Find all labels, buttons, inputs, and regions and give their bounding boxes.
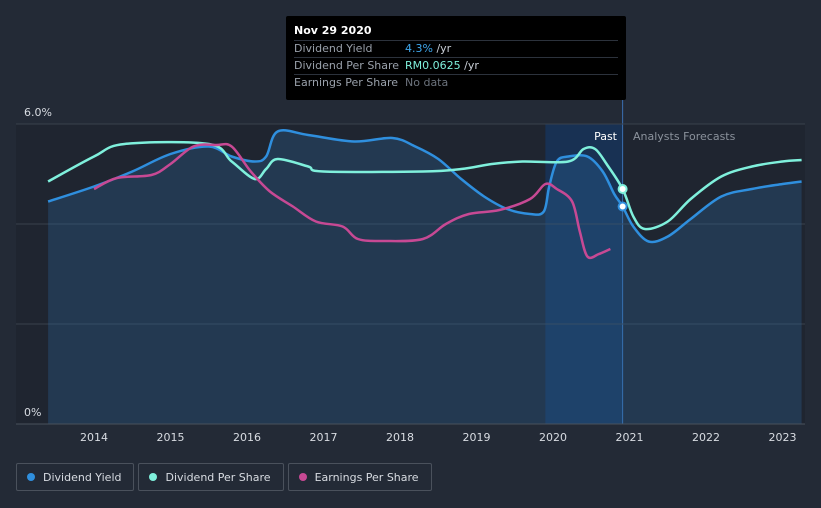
legend-item-dividend-per-share[interactable]: Dividend Per Share: [138, 463, 284, 491]
x-tick-label: 2019: [463, 431, 491, 444]
x-tick-label: 2022: [692, 431, 720, 444]
dividend-per-share-dot-icon: [149, 473, 158, 481]
past-label: Past: [594, 130, 618, 143]
x-tick-label: 2014: [80, 431, 108, 444]
x-axis-ticks: 2014 2015 2016 2017 2018 2019 2020 2021 2022 2023: [80, 431, 797, 444]
x-tick-label: 2017: [310, 431, 338, 444]
x-tick-label: 2021: [616, 431, 644, 444]
legend-label: Dividend Per Share: [165, 470, 271, 484]
x-tick-label: 2018: [386, 431, 414, 444]
tooltip-value: 4.3% /yr: [405, 42, 452, 55]
dividend-yield-area: [48, 130, 802, 425]
x-tick-label: 2020: [539, 431, 567, 444]
x-tick-label: 2023: [769, 431, 797, 444]
plot-background: [16, 124, 805, 424]
legend-item-earnings-per-share[interactable]: Earnings Per Share: [287, 463, 432, 491]
dividend-per-share-line: [47, 140, 802, 231]
hover-markers: [617, 184, 628, 212]
tooltip-label: Dividend Yield: [294, 42, 373, 55]
y-tick-label-top: 6.0%: [24, 106, 52, 119]
earnings-per-share-dot-icon: [298, 473, 307, 481]
tooltip-divider: [294, 40, 618, 41]
dividend-chart: 2014 2015 2016 2017 2018 2019 2020 2021 2022 2023…: [16, 100, 805, 444]
x-tick-label: 2016: [233, 431, 261, 444]
legend-item-dividend-yield[interactable]: Dividend Yield: [16, 463, 135, 491]
tooltip: Nov 29 2020 Dividend Yield 4.3% /yr Divi…: [286, 16, 626, 100]
legend-label: Dividend Yield: [43, 470, 122, 484]
x-tick-label: 2015: [157, 431, 185, 444]
earnings-per-share-line: [93, 142, 611, 260]
tooltip-divider: [294, 57, 618, 58]
tooltip-date: Nov 29 2020: [294, 24, 372, 37]
gridlines: [16, 123, 805, 325]
dividend-yield-marker: [617, 201, 628, 212]
tooltip-divider: [294, 74, 618, 75]
past-highlight-band: [545, 124, 623, 424]
series-lines: [47, 129, 802, 260]
forecast-label: Analysts Forecasts: [633, 130, 736, 143]
dividend-per-share-marker: [617, 184, 628, 194]
legend-label: Earnings Per Share: [314, 470, 419, 484]
tooltip-value: No data: [405, 76, 449, 89]
legend: Dividend Yield Dividend Per Share Earnin…: [16, 463, 432, 491]
tooltip-label: Earnings Per Share: [294, 76, 399, 89]
tooltip-label: Dividend Per Share: [294, 59, 400, 72]
y-tick-label-bottom: 0%: [24, 406, 41, 419]
tooltip-value: RM0.0625 /yr: [405, 59, 479, 72]
dividend-yield-dot-icon: [27, 473, 35, 481]
